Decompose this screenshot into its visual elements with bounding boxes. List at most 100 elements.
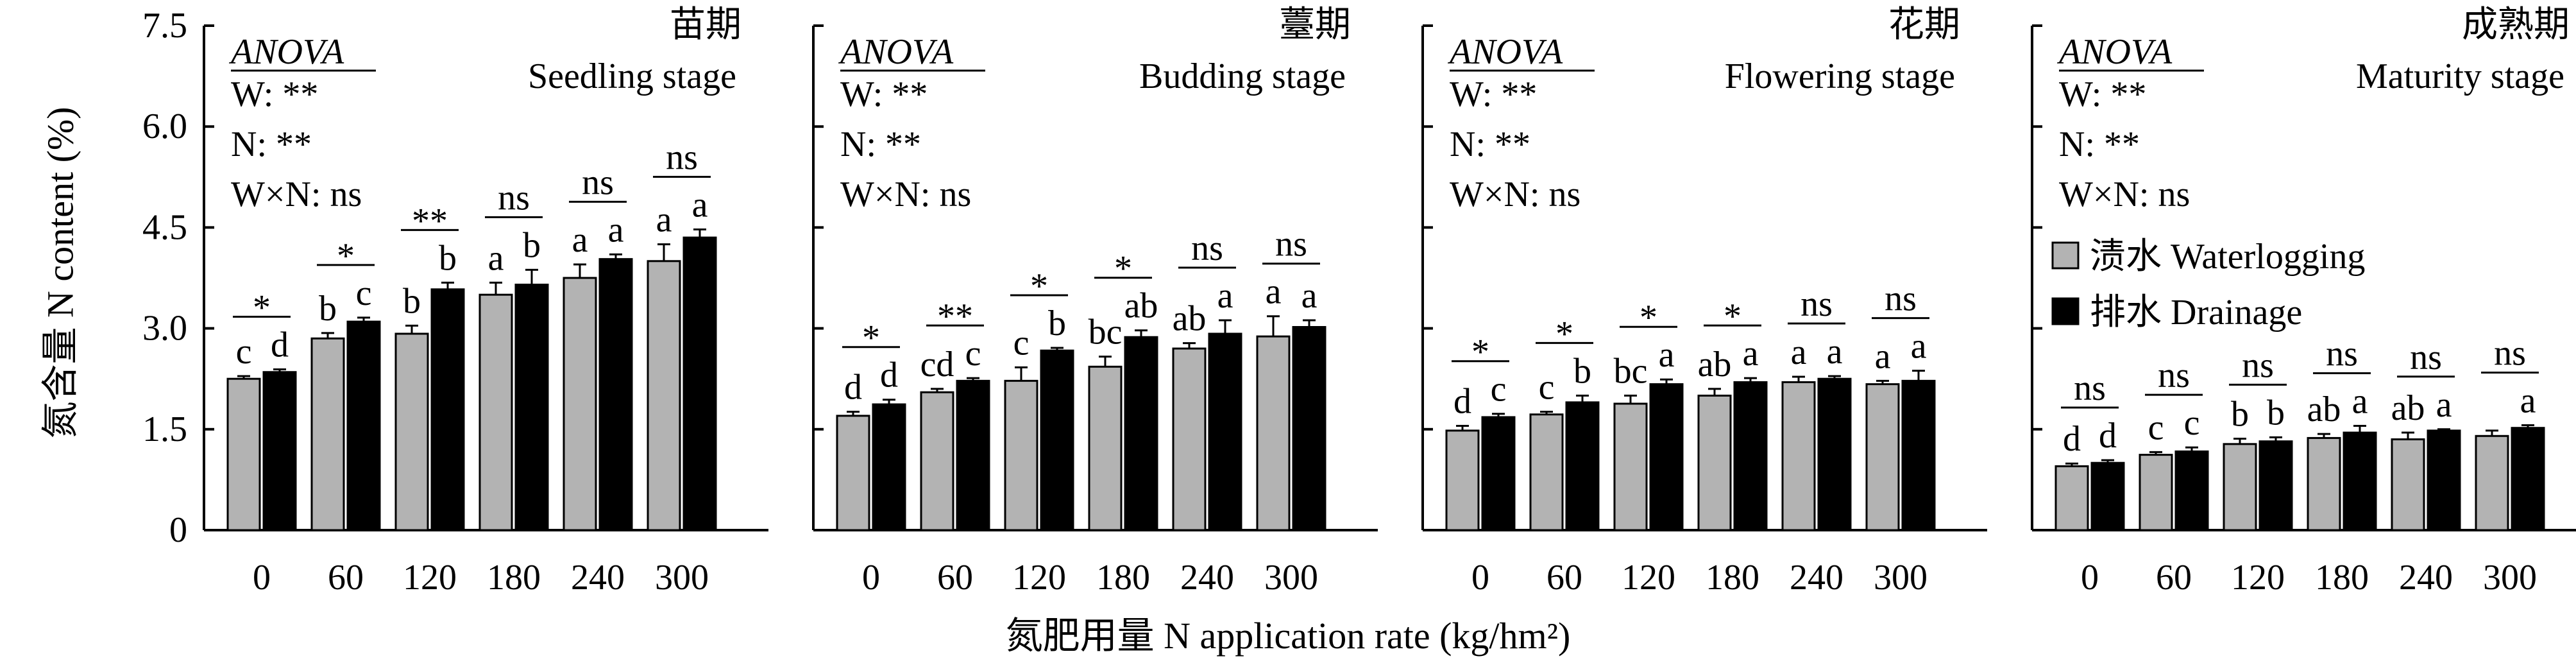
bar-waterlogging xyxy=(2307,436,2341,531)
letter-waterlogging: bc xyxy=(1089,313,1123,352)
letter-drainage: b xyxy=(1573,351,1591,391)
bar-drainage xyxy=(1292,326,1326,531)
x-tick-label: 0 xyxy=(862,558,880,598)
bar-waterlogging xyxy=(394,332,429,531)
bar-waterlogging xyxy=(2475,435,2509,531)
bar-waterlogging xyxy=(647,260,681,531)
letter-drainage: a xyxy=(608,210,624,250)
y-tick-label: 7.5 xyxy=(142,6,187,46)
letter-drainage: c xyxy=(2184,403,2200,443)
bar-drainage xyxy=(1901,379,1936,531)
x-tick-label: 120 xyxy=(1012,558,1066,598)
anova-line: W×N: ns xyxy=(1450,175,1580,214)
bar-waterlogging xyxy=(563,277,597,531)
letter-waterlogging: a xyxy=(488,238,504,278)
bar-waterlogging xyxy=(1529,413,1564,531)
sig-label: ns xyxy=(2326,334,2358,374)
bar-drainage xyxy=(1124,336,1158,531)
bar-drainage xyxy=(2090,461,2125,531)
letter-waterlogging: ab xyxy=(1698,345,1732,384)
y-tick-label: 6.0 xyxy=(142,107,187,146)
letter-drainage: d xyxy=(2099,416,2117,456)
stage-title-en: Maturity stage xyxy=(2356,56,2564,96)
bar-drainage xyxy=(2427,429,2461,531)
legend-label-waterlogging: 渍水 Waterlogging xyxy=(2090,237,2365,277)
bar-drainage xyxy=(2258,440,2293,531)
x-tick-label: 60 xyxy=(328,558,364,598)
sig-label: ns xyxy=(2410,338,2442,377)
bar-waterlogging xyxy=(1004,379,1038,531)
letter-waterlogging: d xyxy=(844,368,862,408)
letter-waterlogging: c xyxy=(236,332,252,372)
letter-waterlogging: ab xyxy=(1173,299,1207,339)
anova-line: N: ** xyxy=(840,125,921,164)
x-tick-label: 240 xyxy=(2399,558,2453,598)
sig-label: * xyxy=(253,288,271,328)
sig-label: ** xyxy=(937,297,973,336)
letter-waterlogging: c xyxy=(1013,323,1030,363)
sig-label: ns xyxy=(582,162,614,202)
letter-drainage: ab xyxy=(1124,286,1158,326)
legend-swatch-drainage xyxy=(2051,297,2080,325)
letter-drainage: c xyxy=(1491,370,1507,409)
x-tick-label: 300 xyxy=(655,558,709,598)
stage-title-en: Budding stage xyxy=(1139,56,1346,96)
bar-waterlogging xyxy=(1088,365,1123,531)
letter-drainage: b xyxy=(2267,393,2285,433)
letter-waterlogging: b xyxy=(403,281,421,321)
letter-waterlogging: d xyxy=(2063,419,2081,459)
legend-swatch-waterlogging xyxy=(2051,241,2080,270)
letter-drainage: d xyxy=(880,356,898,395)
y-tick-label: 0 xyxy=(169,510,187,550)
sig-label: ns xyxy=(1885,279,1917,319)
sig-label: * xyxy=(1114,249,1132,289)
bar-waterlogging xyxy=(1445,429,1480,531)
anova-title: ANOVA xyxy=(1447,32,1563,72)
bar-waterlogging xyxy=(1865,383,1900,531)
sig-label: ns xyxy=(1191,228,1223,268)
stage-title-cn: 薹期 xyxy=(1279,5,1351,45)
stage-title-en: Seedling stage xyxy=(528,56,736,96)
x-tick-label: 240 xyxy=(1790,558,1843,598)
bar-drainage xyxy=(1817,377,1852,531)
letter-waterlogging: c xyxy=(1539,368,1555,408)
letter-waterlogging: cd xyxy=(920,345,954,384)
x-tick-label: 180 xyxy=(1706,558,1759,598)
anova-line: W: ** xyxy=(2059,74,2146,114)
letter-waterlogging: ab xyxy=(2391,388,2425,428)
bar-waterlogging xyxy=(226,377,261,531)
bar-waterlogging xyxy=(2391,438,2425,531)
bar-waterlogging xyxy=(1256,335,1291,531)
anova-line: N: ** xyxy=(2059,125,2140,164)
anova-line: W: ** xyxy=(231,74,318,114)
letter-waterlogging: c xyxy=(2148,408,2164,447)
sig-label: * xyxy=(1555,314,1573,354)
letter-drainage: a xyxy=(2436,385,2452,425)
letter-drainage: b xyxy=(439,238,457,278)
letter-waterlogging: bc xyxy=(1614,351,1648,391)
x-tick-label: 60 xyxy=(2156,558,2192,598)
x-axis-label: 氮肥用量 N application rate (kg/hm²) xyxy=(1006,615,1571,657)
bar-drainage xyxy=(262,371,297,531)
sig-label: ns xyxy=(2494,334,2526,374)
bar-drainage xyxy=(1208,332,1242,531)
bar-waterlogging xyxy=(1781,381,1816,531)
sig-label: ns xyxy=(2158,356,2190,395)
letter-drainage: a xyxy=(2520,381,2536,421)
anova-line: W×N: ns xyxy=(840,175,971,214)
bar-drainage xyxy=(682,236,717,531)
bar-drainage xyxy=(598,258,633,531)
letter-waterlogging: a xyxy=(1266,272,1282,312)
stage-title-cn: 苗期 xyxy=(670,5,741,45)
sig-label: * xyxy=(862,318,880,358)
x-tick-label: 240 xyxy=(1180,558,1234,598)
bar-waterlogging xyxy=(2139,454,2173,531)
y-tick-label: 3.0 xyxy=(142,309,187,349)
sig-label: ns xyxy=(1801,284,1833,324)
sig-label: ns xyxy=(2074,368,2106,408)
stage-title-cn: 成熟期 xyxy=(2462,5,2570,45)
